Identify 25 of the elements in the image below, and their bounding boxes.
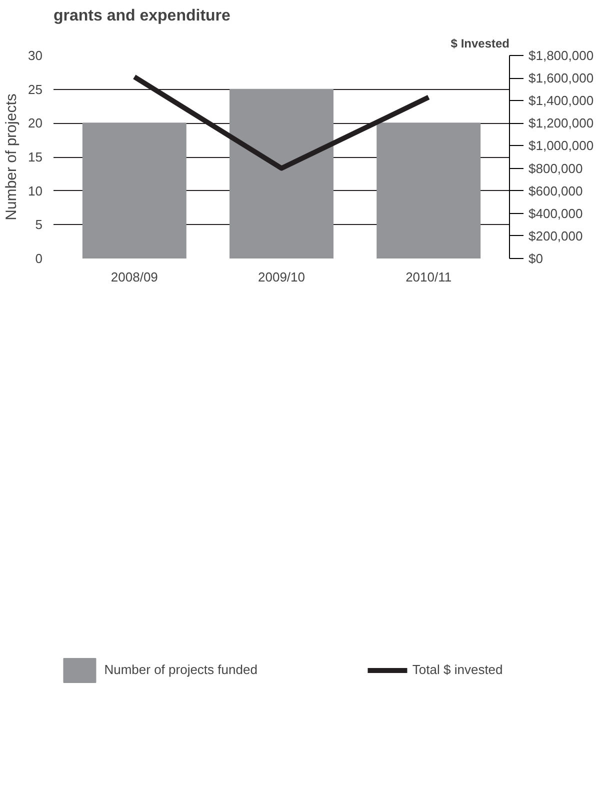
y-tick-label: 5 xyxy=(35,217,43,232)
y2-tick-label: $1,400,000 xyxy=(528,93,594,108)
y2-tick-label: $1,600,000 xyxy=(528,70,594,86)
y-tick-label: 20 xyxy=(28,116,43,131)
y2-tick-label: $1,200,000 xyxy=(528,116,594,131)
y-tick-label: 15 xyxy=(28,150,43,164)
legend-label: Number of projects funded xyxy=(104,662,258,677)
y-tick-label: 25 xyxy=(28,82,43,97)
x-tick-label: 2010/11 xyxy=(406,270,452,284)
y2-axis-title: $ Invested xyxy=(450,36,510,50)
y2-tick-label: $200,000 xyxy=(528,228,583,244)
x-tick-label: 2009/10 xyxy=(258,270,306,284)
x-tick-label: 2008/09 xyxy=(110,270,158,284)
y2-tick-label: $1,000,000 xyxy=(528,138,594,154)
y2-tick-label: $600,000 xyxy=(528,183,583,198)
y2-tick-label: $800,000 xyxy=(528,160,583,176)
y-tick-label: 30 xyxy=(28,48,43,63)
y2-tick-label: $400,000 xyxy=(528,206,583,221)
chart-title: grants and expenditure xyxy=(54,8,231,24)
legend-label: Total $ invested xyxy=(412,662,503,677)
y2-tick-label: $0 xyxy=(528,251,543,266)
y2-tick-label: $1,800,000 xyxy=(528,48,594,63)
y-tick-label: 10 xyxy=(28,183,43,198)
y-axis-title: Number of projects xyxy=(3,94,20,220)
y-tick-label: 0 xyxy=(35,251,43,266)
